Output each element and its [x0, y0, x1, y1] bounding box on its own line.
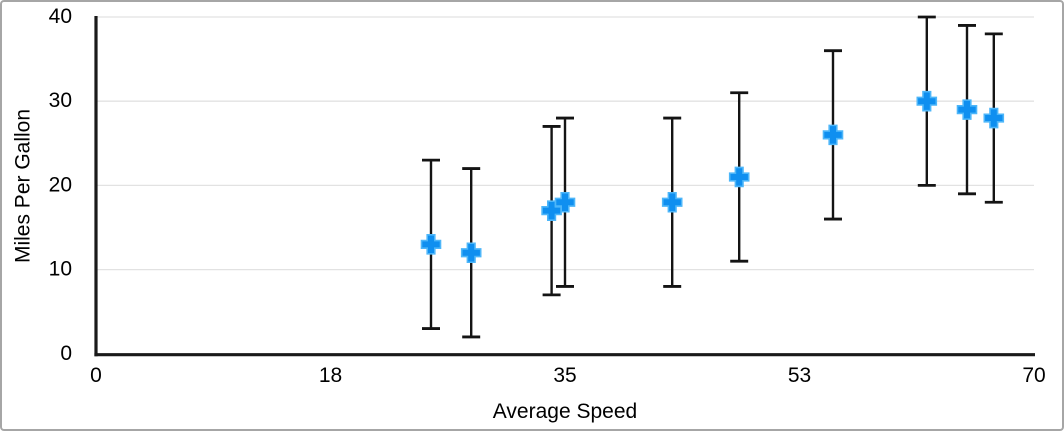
y-tick-label: 40	[49, 5, 72, 28]
x-axis-title: Average Speed	[492, 400, 638, 423]
data-point-marker[interactable]	[916, 90, 938, 112]
data-point-marker[interactable]	[956, 99, 978, 120]
data-point-marker[interactable]	[728, 166, 750, 188]
x-tick-label: 70	[1022, 364, 1045, 387]
x-tick-label: 0	[90, 364, 102, 387]
y-tick-label: 20	[49, 173, 72, 196]
x-tick-label: 35	[553, 364, 576, 387]
data-point-marker[interactable]	[661, 191, 683, 213]
y-tick-label: 10	[49, 258, 72, 281]
x-tick-label: 53	[788, 364, 811, 387]
data-point-marker[interactable]	[541, 200, 562, 221]
data-point-marker[interactable]	[460, 242, 482, 264]
data-point-marker[interactable]	[822, 124, 844, 146]
y-axis-title: Miles Per Gallon	[11, 108, 35, 264]
data-point-marker[interactable]	[554, 191, 576, 213]
y-tick-label: 30	[49, 89, 72, 112]
data-point-marker[interactable]	[420, 234, 442, 255]
y-tick-label: 0	[60, 342, 72, 365]
x-tick-label: 18	[319, 364, 342, 387]
data-point-marker[interactable]	[983, 107, 1005, 129]
